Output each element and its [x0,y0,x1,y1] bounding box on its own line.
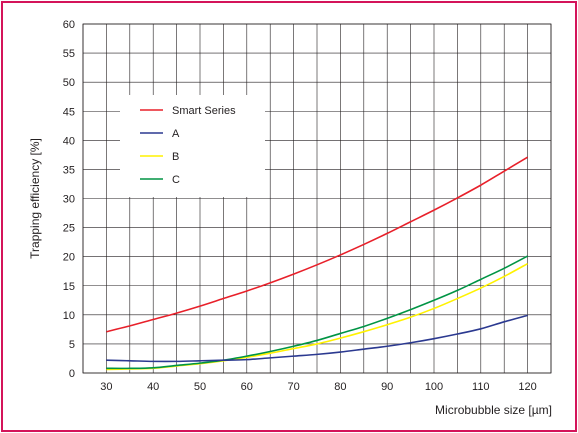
series-line-a [106,314,528,363]
y-tick-label: 25 [63,223,75,235]
series-line-c [106,255,528,370]
x-tick-label: 80 [334,381,346,393]
y-tick-label: 35 [63,164,75,176]
y-tick-label: 30 [63,194,75,206]
x-tick-label: 90 [381,381,393,393]
y-tick-label: 60 [63,19,75,31]
legend-label: A [172,128,180,140]
y-tick-label: 50 [63,77,75,89]
x-tick-label: 50 [194,381,206,393]
x-tick-label: 70 [287,381,299,393]
x-axis-title: Microbubble size [µm] [435,403,552,417]
y-axis-title: Trapping efficiency [%] [28,138,42,259]
axes: 0 5 10 15 20 25 30 35 40 45 50 55 60 30 40 50 60 70 80 90 10… [63,19,552,393]
x-tick-label: 100 [425,381,443,393]
legend-label: Smart Series [172,105,236,117]
legend-label: B [172,151,179,163]
y-tick-label: 20 [63,252,75,264]
y-tick-label: 45 [63,106,75,118]
x-tick-label: 60 [241,381,253,393]
line-chart: 0 5 10 15 20 25 30 35 40 45 50 55 60 30 40 50 60 70 80 90 10… [28,19,552,417]
series-line-smart-series [106,156,529,333]
grid [82,23,552,374]
y-tick-label: 10 [63,310,75,322]
legend-label: C [172,174,180,186]
x-tick-label: 120 [518,381,536,393]
x-tick-label: 110 [472,381,490,393]
plot-border [82,23,552,374]
y-tick-label: 5 [69,339,75,351]
y-tick-label: 55 [63,48,75,60]
series-lines [106,156,529,371]
y-tick-label: 0 [69,368,75,380]
legend: Smart Series ABC [120,95,265,197]
x-tick-label: 40 [147,381,159,393]
y-tick-label: 40 [63,135,75,147]
y-tick-label: 15 [63,281,75,293]
x-tick-label: 30 [100,381,112,393]
legend-box [120,95,265,197]
